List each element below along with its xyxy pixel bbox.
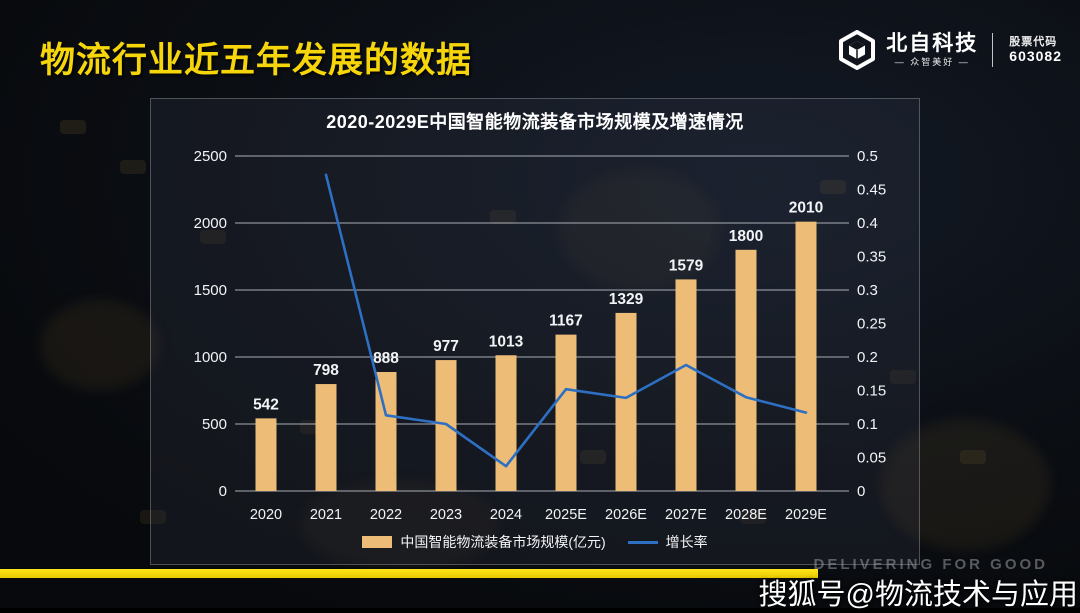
stock-code-block: 股票代码 603082 <box>1009 36 1062 65</box>
chart-legend: 中国智能物流装备市场规模(亿元) 增长率 <box>151 532 919 552</box>
bar <box>795 221 817 491</box>
right-axis-tick-label: 0.25 <box>857 316 886 333</box>
decor-blob <box>40 300 160 390</box>
stock-code-value: 603082 <box>1009 48 1062 65</box>
bottom-accent-bar <box>0 569 818 578</box>
bar-legend-label: 中国智能物流装备市场规模(亿元) <box>400 534 606 550</box>
circuit-pads-decor <box>60 120 86 134</box>
right-axis-tick-label: 0.2 <box>857 349 878 366</box>
bar <box>675 279 697 491</box>
x-axis-tick-label: 2026E <box>605 507 647 523</box>
right-axis-tick-label: 0.5 <box>857 148 878 165</box>
background-slogan: DELIVERING FOR GOOD <box>813 556 1048 573</box>
bar <box>555 334 577 491</box>
x-axis-tick-label: 2024 <box>490 507 522 523</box>
chart-title: 2020-2029E中国智能物流装备市场规模及增速情况 <box>326 112 744 132</box>
x-axis-tick-label: 2023 <box>430 507 462 523</box>
right-axis-tick-label: 0.4 <box>857 215 878 232</box>
bar <box>375 372 397 491</box>
x-axis-tick-label: 2028E <box>725 507 767 523</box>
x-axis-tick-label: 2022 <box>370 507 402 523</box>
right-axis-tick-label: 0.45 <box>857 182 886 199</box>
right-axis-tick-label: 0 <box>857 483 865 500</box>
bar-value-label: 1329 <box>609 291 644 308</box>
chart-panel: 0 500 1000 1500 2000 2500 0 0.05 0.1 0.15 0.2 0.25 0… <box>150 98 920 565</box>
stock-code-label: 股票代码 <box>1009 35 1058 48</box>
right-axis-tick-label: 0.15 <box>857 383 886 400</box>
company-name: 北自科技 <box>886 32 979 55</box>
bar-value-label: 1800 <box>729 228 763 245</box>
logo-divider <box>992 33 994 67</box>
bar-value-label: 1167 <box>549 313 583 330</box>
left-axis-tick-label: 1500 <box>194 282 227 299</box>
bar-value-label: 977 <box>433 338 459 355</box>
right-axis-tick-label: 0.35 <box>857 249 886 266</box>
combo-chart: 0 500 1000 1500 2000 2500 0 0.05 0.1 0.15 0.2 0.25 0… <box>194 148 887 523</box>
right-axis-tick-label: 0.3 <box>857 282 878 299</box>
watermark-text: 搜狐号@物流技术与应用 <box>758 579 1078 611</box>
line-legend-swatch <box>627 540 658 544</box>
x-axis-tick-label: 2020 <box>250 507 282 523</box>
left-axis-tick-label: 2500 <box>194 148 227 165</box>
page-title: 物流行业近五年发展的数据 <box>40 41 473 80</box>
x-axis-tick-label: 2027E <box>665 507 707 523</box>
bar-value-label: 542 <box>253 396 279 413</box>
bar-legend-swatch <box>362 536 393 548</box>
left-axis-tick-label: 500 <box>202 416 227 433</box>
bar <box>735 249 757 491</box>
x-axis-tick-label: 2029E <box>785 507 827 523</box>
cube-logo-icon <box>839 30 876 70</box>
x-axis-tick-label: 2021 <box>310 507 342 523</box>
left-axis-tick-label: 0 <box>219 483 227 500</box>
left-axis-tick-label: 2000 <box>194 215 227 232</box>
bar <box>255 418 277 491</box>
bar <box>315 384 337 491</box>
left-axis-tick-label: 1000 <box>194 349 227 366</box>
bar <box>495 355 517 491</box>
right-axis-tick-label: 0.05 <box>857 450 886 467</box>
bar <box>615 312 637 491</box>
bar-value-label: 2010 <box>789 200 823 217</box>
x-axis-tick-label: 2025E <box>545 507 587 523</box>
bar-value-label: 888 <box>373 350 399 367</box>
bar-value-label: 1579 <box>669 257 704 274</box>
bar-value-label: 798 <box>313 362 339 379</box>
company-logo-text: 北自科技 — 众智美好 — <box>886 33 978 67</box>
company-logo: 北自科技 — 众智美好 — 股票代码 603082 <box>837 30 1062 70</box>
company-tagline: — 众智美好 — <box>894 57 970 67</box>
line-legend-label: 增长率 <box>665 534 708 550</box>
right-axis-tick-label: 0.1 <box>857 416 878 433</box>
bar-value-label: 1013 <box>489 333 524 350</box>
growth-rate-line <box>324 173 808 468</box>
